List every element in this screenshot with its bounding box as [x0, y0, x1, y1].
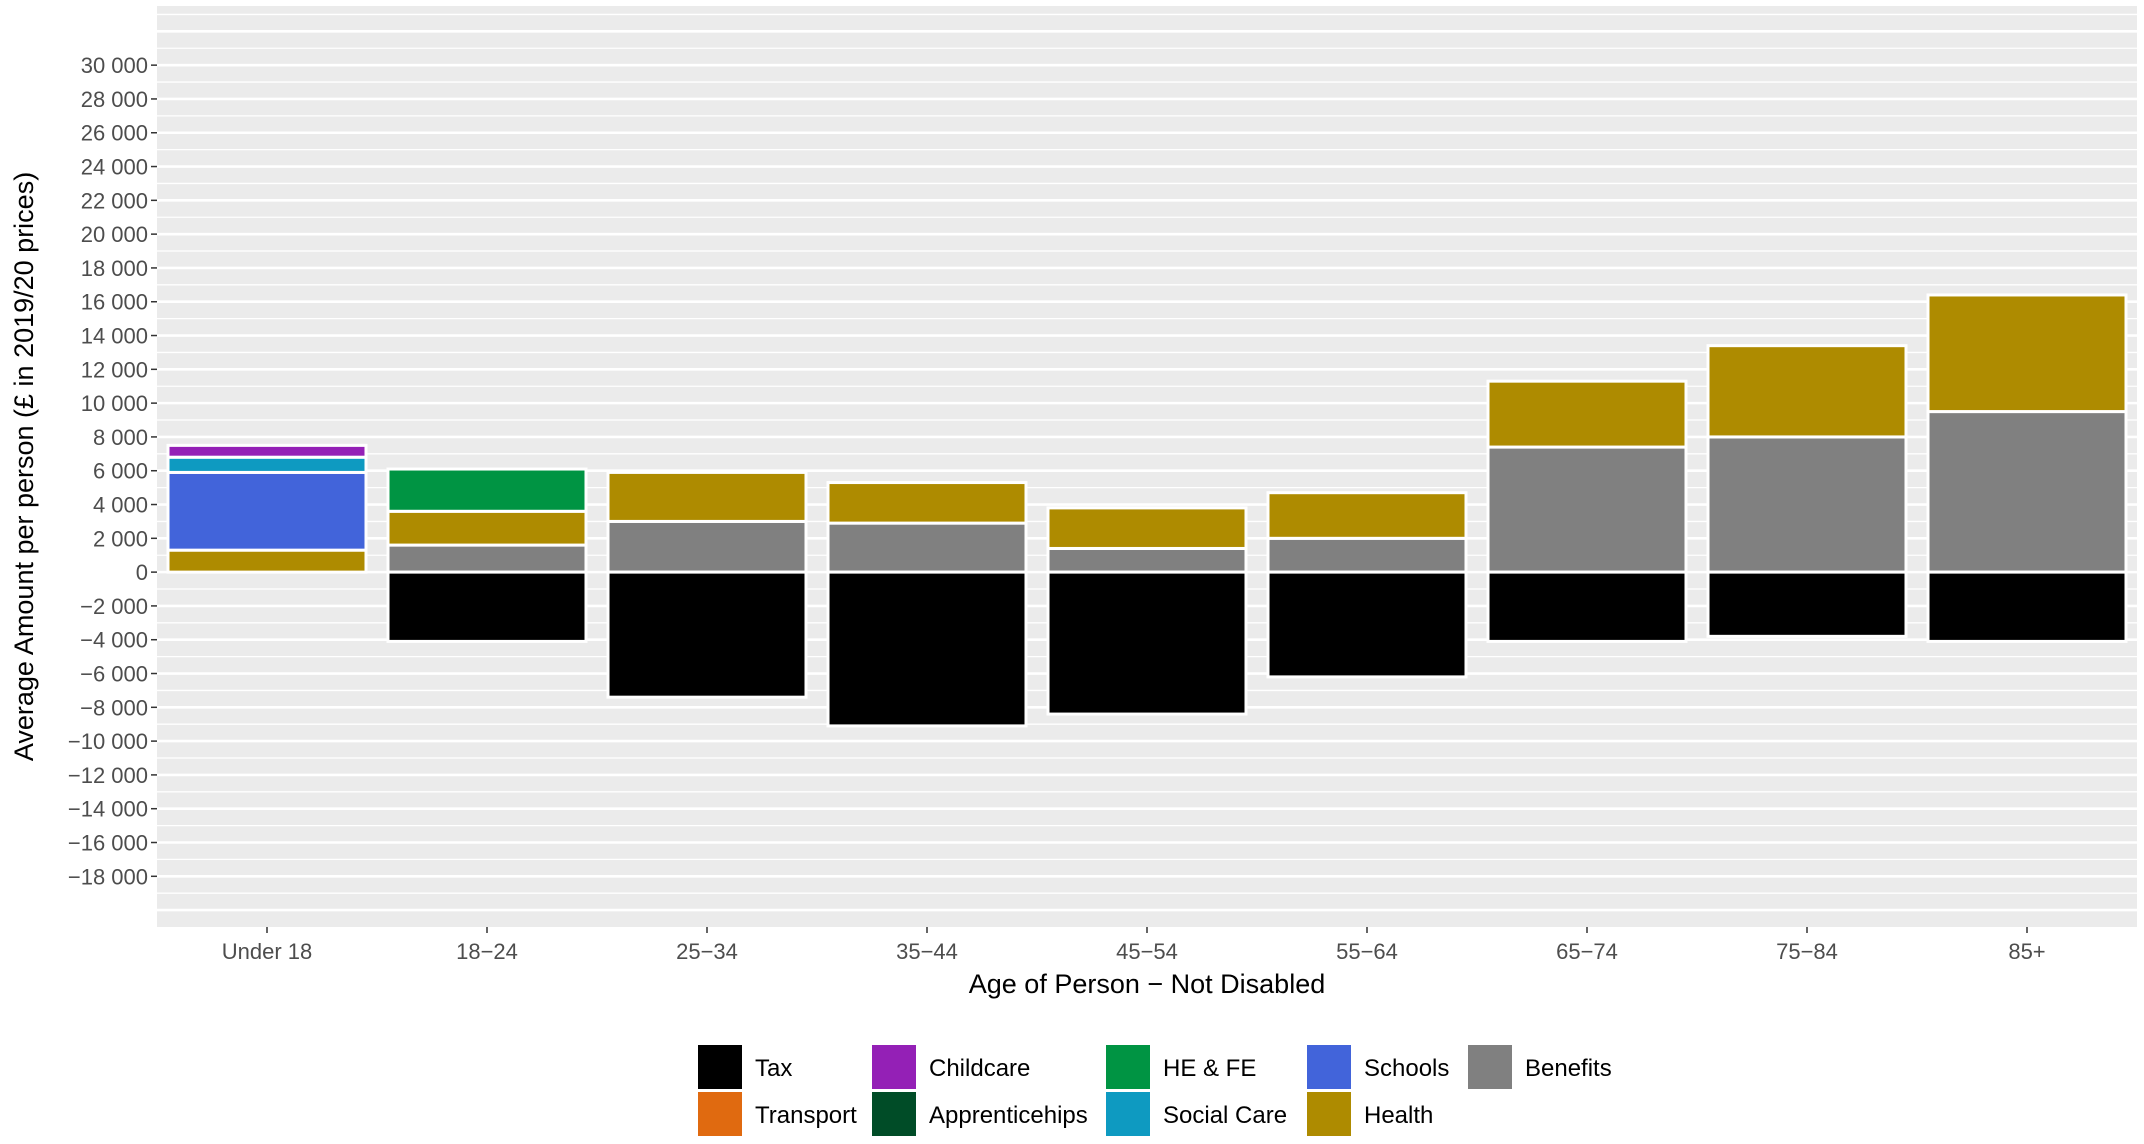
y-tick-label: 22 000 [81, 188, 148, 213]
legend-key-schools [1307, 1045, 1351, 1089]
bar-benefits-25-34 [606, 519, 808, 574]
bar-benefits-65-74 [1486, 445, 1688, 574]
legend-key-transport [698, 1092, 742, 1136]
x-axis-title: Age of Person − Not Disabled [969, 969, 1325, 999]
bar-tax-18-24 [386, 570, 588, 643]
bar-benefits-35-44 [826, 521, 1028, 574]
y-axis-ticks: −18 000 −16 000 −14 000 −12 000 −10 000 −8 00… [68, 53, 157, 889]
y-tick-label: 14 000 [81, 324, 148, 349]
bars [166, 293, 2128, 728]
bar-health-65-74 [1486, 379, 1688, 449]
legend-key-apprenticehips [872, 1092, 916, 1136]
y-tick-label: 20 000 [81, 222, 148, 247]
bar-health-75-84 [1706, 344, 1908, 439]
y-tick-label: 6 000 [93, 459, 148, 484]
y-tick-label: 26 000 [81, 121, 148, 146]
legend-key-he-fe [1106, 1045, 1150, 1089]
bar-benefits-45-54 [1046, 546, 1248, 574]
bar-tax-85 [1926, 570, 2128, 643]
y-tick-label: −6 000 [80, 662, 148, 687]
y-tick-label: 0 [136, 560, 148, 585]
bar-health-under-18 [166, 548, 368, 574]
bar-childcare-under-18 [166, 443, 368, 459]
y-tick-label: 16 000 [81, 290, 148, 315]
x-tick-label: 55−64 [1336, 939, 1398, 964]
y-tick-label: 4 000 [93, 493, 148, 518]
bar-tax-45-54 [1046, 570, 1248, 716]
bar-health-85 [1926, 293, 2128, 414]
y-tick-label: −8 000 [80, 695, 148, 720]
x-tick-label: 75−84 [1776, 939, 1838, 964]
y-tick-label: 2 000 [93, 526, 148, 551]
y-tick-label: 18 000 [81, 256, 148, 281]
y-tick-label: 28 000 [81, 87, 148, 112]
bar-tax-65-74 [1486, 570, 1688, 643]
x-tick-label: 85+ [2008, 939, 2045, 964]
y-axis-title: Average Amount per person (£ in 2019/20 … [9, 172, 39, 761]
x-tick-label: 18−24 [456, 939, 518, 964]
bar-benefits-85 [1926, 410, 2128, 574]
legend-label: HE & FE [1163, 1055, 1256, 1082]
bar-health-45-54 [1046, 506, 1248, 550]
bar-he-fe-18-24 [386, 467, 588, 513]
bar-tax-55-64 [1266, 570, 1468, 679]
y-tick-label: 12 000 [81, 357, 148, 382]
legend-key-tax [698, 1045, 742, 1089]
legend-label: Health [1364, 1102, 1433, 1129]
legend-label: Childcare [929, 1055, 1030, 1082]
bar-benefits-55-64 [1266, 536, 1468, 574]
legend-label: Benefits [1525, 1055, 1612, 1082]
legend-label: Transport [755, 1102, 857, 1129]
legend-key-social-care [1106, 1092, 1150, 1136]
y-tick-label: −10 000 [68, 729, 148, 754]
y-tick-label: −14 000 [68, 797, 148, 822]
bar-benefits-75-84 [1706, 435, 1908, 574]
x-tick-label: Under 18 [222, 939, 313, 964]
legend-key-health [1307, 1092, 1351, 1136]
legend-label: Apprenticehips [929, 1102, 1088, 1129]
bar-health-18-24 [386, 509, 588, 547]
y-tick-label: −18 000 [68, 864, 148, 889]
bar-benefits-18-24 [386, 543, 588, 574]
legend-key-childcare [872, 1045, 916, 1089]
x-tick-label: 25−34 [676, 939, 738, 964]
legend-label: Social Care [1163, 1102, 1287, 1129]
x-tick-label: 65−74 [1556, 939, 1618, 964]
bar-tax-75-84 [1706, 570, 1908, 638]
y-tick-label: −2 000 [80, 594, 148, 619]
legend-label: Schools [1364, 1055, 1449, 1082]
legend-label: Tax [755, 1055, 792, 1082]
y-tick-label: −16 000 [68, 831, 148, 856]
bar-tax-25-34 [606, 570, 808, 699]
bar-health-35-44 [826, 481, 1028, 525]
bar-health-25-34 [606, 470, 808, 523]
y-tick-label: 10 000 [81, 391, 148, 416]
y-tick-label: 30 000 [81, 53, 148, 78]
bar-schools-under-18 [166, 470, 368, 552]
x-tick-label: 35−44 [896, 939, 958, 964]
bar-tax-35-44 [826, 570, 1028, 728]
x-axis-ticks: Under 18 18−24 25−34 35−44 45−54 55−64 65−74 75… [222, 927, 2046, 964]
legend: Tax Transport Childcare Apprenticehips HE & … [698, 1045, 1612, 1136]
bar-health-55-64 [1266, 491, 1468, 540]
y-tick-label: −12 000 [68, 763, 148, 788]
y-tick-label: 24 000 [81, 155, 148, 180]
bar-social-care-under-18 [166, 455, 368, 474]
y-tick-label: 8 000 [93, 425, 148, 450]
x-tick-label: 45−54 [1116, 939, 1178, 964]
legend-key-benefits [1468, 1045, 1512, 1089]
y-tick-label: −4 000 [80, 628, 148, 653]
